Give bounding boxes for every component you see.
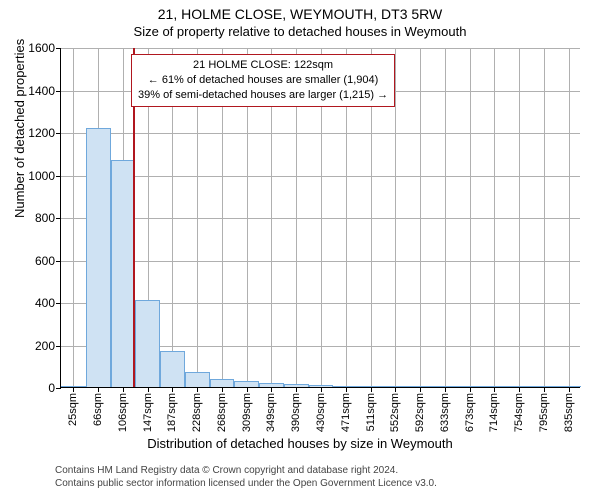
annotation-line3: 39% of semi-detached houses are larger (… bbox=[138, 88, 388, 103]
xtick-label: 25sqm bbox=[67, 393, 79, 426]
xtick-label: 714sqm bbox=[488, 393, 500, 432]
xtick-mark bbox=[371, 387, 372, 392]
vgrid bbox=[445, 48, 446, 387]
xtick-mark bbox=[98, 387, 99, 392]
xtick-label: 66sqm bbox=[92, 393, 104, 426]
x-axis-label: Distribution of detached houses by size … bbox=[0, 436, 600, 451]
ytick-mark bbox=[56, 133, 61, 134]
xtick-label: 309sqm bbox=[241, 393, 253, 432]
ytick-label: 1000 bbox=[28, 169, 55, 183]
histogram-bar bbox=[210, 379, 235, 388]
vgrid bbox=[519, 48, 520, 387]
xtick-label: 511sqm bbox=[365, 393, 377, 431]
annotation-line2: ← 61% of detached houses are smaller (1,… bbox=[138, 73, 388, 88]
xtick-mark bbox=[569, 387, 570, 392]
xtick-mark bbox=[73, 387, 74, 392]
xtick-label: 349sqm bbox=[265, 393, 277, 432]
ytick-mark bbox=[56, 218, 61, 219]
xtick-mark bbox=[544, 387, 545, 392]
ytick-label: 800 bbox=[35, 211, 55, 225]
xtick-mark bbox=[470, 387, 471, 392]
xtick-mark bbox=[346, 387, 347, 392]
xtick-label: 673sqm bbox=[464, 393, 476, 432]
vgrid bbox=[569, 48, 570, 387]
xtick-mark bbox=[222, 387, 223, 392]
ytick-label: 1200 bbox=[28, 126, 55, 140]
xtick-mark bbox=[321, 387, 322, 392]
xtick-mark bbox=[445, 387, 446, 392]
ytick-mark bbox=[56, 388, 61, 389]
xtick-label: 552sqm bbox=[389, 393, 401, 432]
ytick-mark bbox=[56, 91, 61, 92]
xtick-label: 471sqm bbox=[340, 393, 352, 432]
xtick-mark bbox=[148, 387, 149, 392]
xtick-mark bbox=[519, 387, 520, 392]
histogram-bar bbox=[86, 128, 111, 387]
xtick-mark bbox=[296, 387, 297, 392]
ytick-mark bbox=[56, 346, 61, 347]
histogram-bar bbox=[185, 372, 210, 387]
footer-line2: Contains public sector information licen… bbox=[55, 477, 437, 490]
xtick-mark bbox=[420, 387, 421, 392]
ytick-mark bbox=[56, 261, 61, 262]
vgrid bbox=[420, 48, 421, 387]
xtick-label: 430sqm bbox=[315, 393, 327, 432]
xtick-label: 106sqm bbox=[117, 393, 129, 432]
xtick-mark bbox=[395, 387, 396, 392]
xtick-mark bbox=[271, 387, 272, 392]
xtick-mark bbox=[494, 387, 495, 392]
xtick-label: 754sqm bbox=[513, 393, 525, 432]
vgrid bbox=[494, 48, 495, 387]
y-axis-label: Number of detached properties bbox=[12, 39, 27, 218]
ytick-label: 600 bbox=[35, 254, 55, 268]
annotation-line1: 21 HOLME CLOSE: 122sqm bbox=[138, 58, 388, 73]
chart-container: 21, HOLME CLOSE, WEYMOUTH, DT3 5RW Size … bbox=[0, 0, 600, 500]
chart-title-line2: Size of property relative to detached ho… bbox=[0, 24, 600, 39]
ytick-label: 1400 bbox=[28, 84, 55, 98]
vgrid bbox=[544, 48, 545, 387]
ytick-mark bbox=[56, 176, 61, 177]
histogram-bar bbox=[160, 351, 185, 387]
ytick-label: 1600 bbox=[28, 41, 55, 55]
plot-area: 0200400600800100012001400160025sqm66sqm1… bbox=[60, 48, 580, 388]
xtick-mark bbox=[123, 387, 124, 392]
xtick-mark bbox=[197, 387, 198, 392]
histogram-bar bbox=[135, 300, 160, 387]
xtick-label: 795sqm bbox=[538, 393, 550, 432]
ytick-label: 0 bbox=[48, 381, 55, 395]
xtick-label: 228sqm bbox=[191, 393, 203, 432]
ytick-mark bbox=[56, 303, 61, 304]
histogram-bar bbox=[111, 160, 136, 387]
vgrid bbox=[73, 48, 74, 387]
xtick-label: 835sqm bbox=[563, 393, 575, 432]
xtick-label: 592sqm bbox=[414, 393, 426, 432]
xtick-mark bbox=[247, 387, 248, 392]
ytick-mark bbox=[56, 48, 61, 49]
xtick-label: 147sqm bbox=[142, 393, 154, 432]
chart-title-line1: 21, HOLME CLOSE, WEYMOUTH, DT3 5RW bbox=[0, 6, 600, 22]
xtick-label: 187sqm bbox=[166, 393, 178, 432]
vgrid bbox=[395, 48, 396, 387]
ytick-label: 200 bbox=[35, 339, 55, 353]
footer-line1: Contains HM Land Registry data © Crown c… bbox=[55, 464, 437, 477]
xtick-label: 268sqm bbox=[216, 393, 228, 432]
vgrid bbox=[470, 48, 471, 387]
xtick-label: 633sqm bbox=[439, 393, 451, 432]
footer-attribution: Contains HM Land Registry data © Crown c… bbox=[55, 464, 437, 490]
annotation-box: 21 HOLME CLOSE: 122sqm ← 61% of detached… bbox=[131, 54, 395, 107]
ytick-label: 400 bbox=[35, 296, 55, 310]
xtick-label: 390sqm bbox=[290, 393, 302, 432]
xtick-mark bbox=[172, 387, 173, 392]
